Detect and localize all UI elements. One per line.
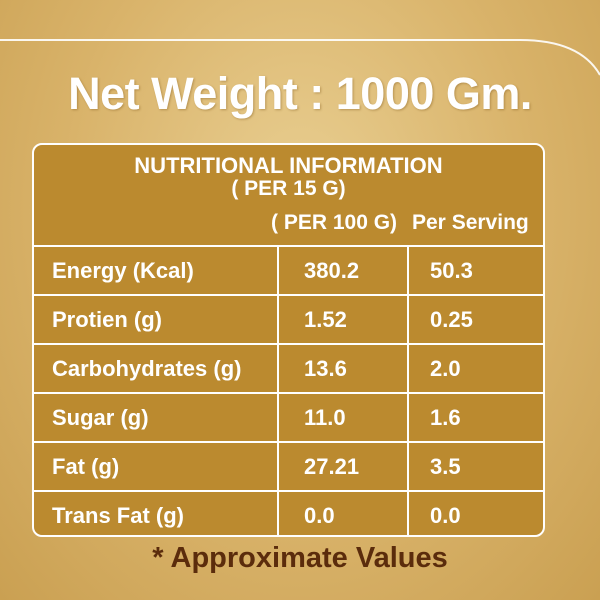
value-cell: 1.6 xyxy=(430,405,461,430)
column-divider xyxy=(277,247,279,294)
value-cell: 11.0 xyxy=(304,405,346,430)
value-cell: 2.0 xyxy=(430,356,461,381)
nutrient-name: Fat (g) xyxy=(52,454,120,479)
column-divider xyxy=(277,443,279,490)
table-subtitle: ( PER 15 G) xyxy=(231,177,346,200)
column-divider xyxy=(277,394,279,441)
nutrition-table: NUTRITIONAL INFORMATION ( PER 15 G) ( PE… xyxy=(32,143,545,537)
nutrient-name: Protien (g) xyxy=(52,307,162,332)
table-title: NUTRITIONAL INFORMATION xyxy=(134,153,443,178)
nutrient-name: Energy (Kcal) xyxy=(52,258,194,283)
column-divider xyxy=(407,247,409,294)
column-divider xyxy=(277,345,279,392)
value-cell: 0.0 xyxy=(430,503,461,528)
table-row: Fat (g) 27.21 3.5 xyxy=(34,441,543,490)
table-row: Energy (Kcal) 380.2 50.3 xyxy=(34,245,543,294)
table-row: Protien (g) 1.52 0.25 xyxy=(34,294,543,343)
nutrient-name: Sugar (g) xyxy=(52,405,149,430)
column-divider xyxy=(407,296,409,343)
column-divider xyxy=(277,492,279,535)
table-row: Trans Fat (g) 0.0 0.0 xyxy=(34,490,543,535)
value-cell: 0.0 xyxy=(304,503,335,528)
footnote: * Approximate Values xyxy=(152,542,448,574)
value-cell: 27.21 xyxy=(304,454,360,479)
column-divider xyxy=(277,296,279,343)
value-cell: 380.2 xyxy=(304,258,360,283)
value-cell: 0.25 xyxy=(430,307,473,332)
value-cell: 50.3 xyxy=(430,258,473,283)
column-divider xyxy=(407,492,409,535)
nutrient-name: Carbohydrates (g) xyxy=(52,356,242,381)
column-divider xyxy=(407,345,409,392)
column-divider xyxy=(407,394,409,441)
table-row: Sugar (g) 11.0 1.6 xyxy=(34,392,543,441)
value-cell: 3.5 xyxy=(430,454,461,479)
net-weight: Net Weight : 1000 Gm. xyxy=(68,68,532,119)
table-row: Carbohydrates (g) 13.6 2.0 xyxy=(34,343,543,392)
column-divider xyxy=(407,443,409,490)
nutrient-name: Trans Fat (g) xyxy=(52,503,185,528)
value-cell: 1.52 xyxy=(304,307,347,332)
column-header: ( PER 100 G) xyxy=(271,211,398,234)
column-header: Per Serving xyxy=(412,211,529,234)
value-cell: 13.6 xyxy=(304,356,347,381)
